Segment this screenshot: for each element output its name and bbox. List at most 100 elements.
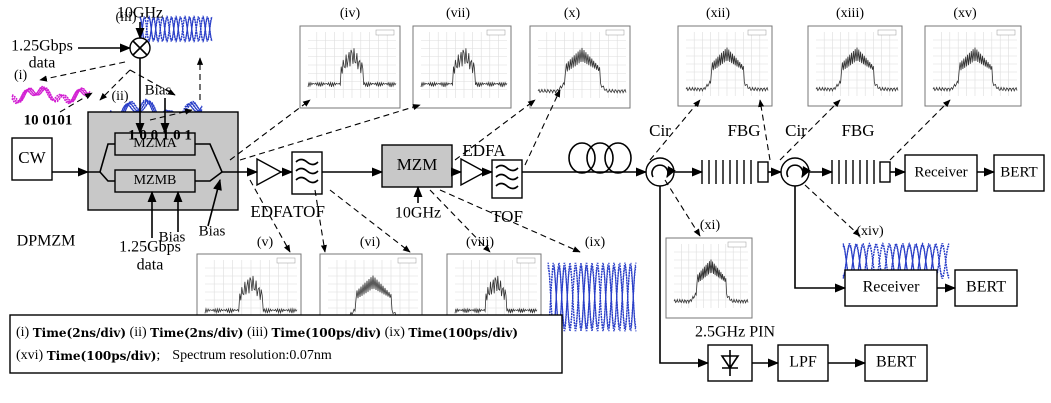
eye-trace [842, 244, 950, 277]
monitor-arrow [329, 189, 411, 253]
legend-separator: ; [156, 348, 160, 363]
plot-frame [665, 237, 753, 319]
plot-tag [996, 29, 1016, 36]
inset-label: (viii) [466, 235, 494, 250]
eye-trace [139, 16, 213, 42]
mixer-cross [132, 40, 148, 56]
monitor-arrow [439, 189, 581, 253]
spectrum-trace [420, 48, 508, 88]
label: Bias [145, 82, 172, 98]
node-label: 2.5GHz PIN [695, 324, 775, 341]
inset-label: (ii) [111, 89, 128, 104]
legend-scale: Time(2ns/div) [150, 326, 243, 340]
fiber-coil [604, 142, 632, 174]
eye-trace [109, 102, 203, 120]
spectrum-plot [299, 25, 401, 109]
legend-scale: Time(100ps/div) [271, 326, 381, 340]
amplifier [256, 157, 283, 187]
node-label: MZM [397, 155, 438, 174]
filter-icon [295, 176, 319, 184]
plot-tag [747, 29, 767, 36]
node-label: Receiver [863, 279, 921, 296]
monitor-arrow [454, 99, 536, 161]
node-label: Receiver [914, 164, 967, 180]
monitor-arrow [99, 69, 131, 101]
spectrum-trace [204, 275, 298, 315]
connector [88, 143, 115, 173]
monitor-arrow [59, 92, 93, 113]
label: Bias [199, 223, 226, 239]
spectrum-trace [537, 47, 627, 94]
monitor-arrow [314, 189, 327, 253]
legend-note: Spectrum resolution:0.07nm [172, 348, 332, 363]
monitor-arrow [524, 89, 561, 166]
filter [291, 151, 323, 195]
spectrum-plot [529, 25, 631, 109]
eye-trace [139, 17, 213, 41]
spectrum-trace [815, 47, 899, 93]
connector [794, 186, 847, 293]
eye-trace [109, 99, 203, 123]
node-label: TOF [293, 202, 325, 221]
monitor-arrow [229, 99, 311, 161]
label: 1.25Gbps [119, 239, 181, 256]
cw-source [11, 137, 53, 181]
spectrum-trace [932, 47, 1018, 93]
eye-diagram [11, 85, 91, 105]
plot-frame [677, 25, 773, 107]
inset-label: (i) [14, 68, 28, 83]
monitor-arrow [664, 179, 701, 237]
label: 1.25Gbps [11, 38, 73, 55]
connector [659, 186, 710, 368]
inset-label: (xi) [700, 218, 721, 233]
inset-label: (x) [564, 6, 581, 21]
inset-label: (vi) [360, 235, 381, 250]
eye-trace [11, 88, 91, 102]
monitor-arrow [889, 99, 951, 161]
eye-trace [109, 100, 203, 122]
eye-trace [139, 17, 213, 42]
circulator [645, 157, 675, 187]
node-label: BERT [966, 279, 1006, 296]
label: 1 0 0 1 0 1 [128, 127, 192, 143]
grating-end [879, 161, 891, 183]
node-label: EDFA [250, 202, 294, 221]
monitor-arrow [39, 61, 126, 82]
node-label: MZMA [133, 136, 177, 151]
eye-diagram [139, 15, 213, 43]
monitor-arrow [249, 179, 291, 253]
spectrum-trace [673, 259, 749, 305]
node-label: TOF [491, 207, 523, 226]
node-label: BERT [876, 354, 916, 371]
spectrum-plot [665, 237, 753, 319]
connector [207, 178, 222, 227]
eye-trace [11, 87, 91, 103]
eye-trace [11, 87, 91, 103]
node-label: FBG [841, 121, 874, 140]
plot-frame [529, 25, 631, 109]
eye-diagram [547, 262, 637, 332]
filter-icon [295, 167, 319, 175]
eye-trace [842, 243, 950, 278]
monitor-arrow [149, 108, 193, 121]
eye-trace [547, 267, 637, 329]
block [864, 344, 928, 382]
spectrum-plot [677, 25, 773, 107]
circulator-arrow [651, 164, 676, 178]
label: 10GHz [395, 205, 441, 222]
plot-frame [807, 25, 903, 107]
filter-icon [495, 182, 519, 190]
grating-end [757, 161, 769, 183]
label: 10 0101 [24, 112, 73, 128]
photodiode [720, 350, 740, 376]
inset-label: (vii) [446, 6, 470, 21]
eye-trace [842, 244, 950, 279]
legend-scale: Time(100ps/div) [408, 326, 518, 340]
monitor-arrow [239, 104, 421, 161]
node-label: Cir [649, 121, 671, 140]
label: data [29, 55, 56, 72]
eye-trace [109, 99, 203, 123]
node-label: Cir [785, 121, 807, 140]
inset-label: (xv) [953, 6, 977, 21]
